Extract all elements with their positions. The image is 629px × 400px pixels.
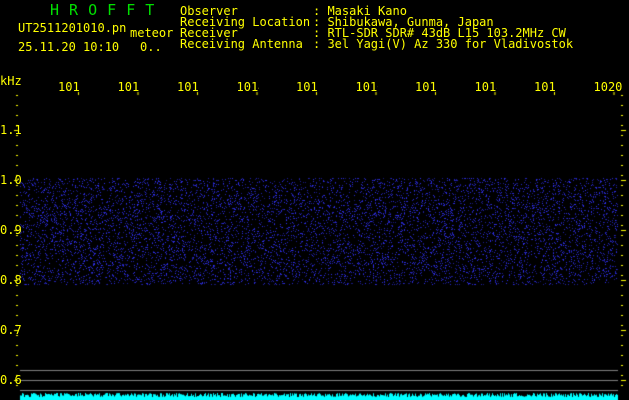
x-tick-label: 1020: [594, 80, 624, 94]
x-tick-label: 1011: [58, 80, 80, 94]
antenna-value: : 3el Yagi(V) Az 330 for Vladivostok: [313, 39, 573, 50]
x-tick-label: 1015: [296, 80, 318, 94]
app-title: H R O F F T: [50, 4, 155, 16]
y-tick-label: 1.1: [0, 123, 22, 137]
x-tick-label: 1016: [356, 80, 378, 94]
info-labels: Observer Receiving Location Receiver Rec…: [180, 6, 310, 50]
y-tick-label: 0.6: [0, 373, 22, 387]
x-tick-label: 1017: [415, 80, 437, 94]
y-tick-label: 0.7: [0, 323, 22, 337]
mode-label: meteor: [130, 27, 173, 39]
count: 0..: [140, 41, 162, 53]
x-tick-label: 1014: [237, 80, 259, 94]
x-tick-label: 1013: [177, 80, 199, 94]
y-tick-label: 1.0: [0, 173, 22, 187]
y-tick-label: 0.9: [0, 223, 22, 237]
info-values: : Masaki Kano : Shibukawa, Gunma, Japan …: [313, 6, 573, 50]
x-tick-label: 1019: [534, 80, 556, 94]
file-name: UT2511201010.pn: [18, 22, 126, 34]
antenna-label: Receiving Antenna: [180, 39, 310, 50]
y-tick-label: 0.8: [0, 273, 22, 287]
x-tick-label: 1018: [475, 80, 497, 94]
datetime: 25.11.20 10:10: [18, 41, 119, 53]
x-tick-label: 1012: [118, 80, 140, 94]
y-unit: kHz: [0, 75, 22, 87]
